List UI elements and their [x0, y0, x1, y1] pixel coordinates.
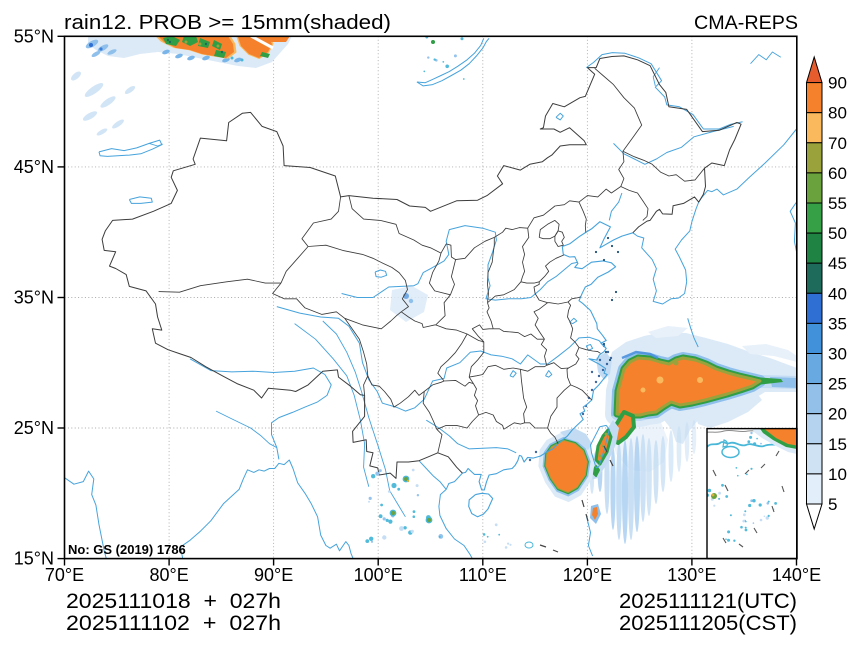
svg-text:90: 90	[828, 74, 847, 93]
svg-text:55: 55	[828, 194, 847, 213]
svg-text:15: 15	[828, 435, 847, 454]
svg-text:No: GS (2019) 1786: No: GS (2019) 1786	[68, 542, 186, 557]
svg-text:130°E: 130°E	[667, 565, 716, 585]
svg-text:50: 50	[828, 224, 847, 243]
svg-text:60: 60	[828, 164, 847, 183]
svg-text:10: 10	[828, 465, 847, 484]
svg-text:70: 70	[828, 134, 847, 153]
svg-text:5: 5	[828, 495, 837, 514]
svg-text:70°E: 70°E	[45, 565, 84, 585]
svg-text:40: 40	[828, 284, 847, 303]
svg-text:80°E: 80°E	[149, 565, 188, 585]
svg-text:110°E: 110°E	[459, 565, 507, 585]
svg-text:55°N: 55°N	[14, 26, 54, 46]
svg-text:80: 80	[828, 104, 847, 123]
svg-text:2025111018 + 027h: 2025111018 + 027h	[66, 590, 281, 613]
svg-text:2025111121(UTC): 2025111121(UTC)	[619, 590, 797, 613]
svg-text:45: 45	[828, 254, 847, 273]
svg-text:25: 25	[828, 375, 847, 394]
svg-text:2025111205(CST): 2025111205(CST)	[619, 612, 797, 635]
svg-text:25°N: 25°N	[14, 418, 54, 438]
svg-text:140°E: 140°E	[772, 565, 821, 585]
svg-text:20: 20	[828, 405, 847, 424]
svg-text:45°N: 45°N	[14, 157, 54, 177]
svg-text:120°E: 120°E	[563, 565, 612, 585]
svg-text:rain12. PROB >= 15mm(shaded): rain12. PROB >= 15mm(shaded)	[64, 12, 391, 34]
svg-text:90°E: 90°E	[254, 565, 293, 585]
svg-text:35°N: 35°N	[14, 288, 54, 308]
svg-text:2025111102 + 027h: 2025111102 + 027h	[66, 612, 281, 635]
svg-text:30: 30	[828, 345, 847, 364]
svg-text:CMA-REPS: CMA-REPS	[694, 13, 798, 34]
svg-text:100°E: 100°E	[354, 565, 403, 585]
svg-text:15°N: 15°N	[14, 549, 54, 569]
svg-text:35: 35	[828, 314, 847, 333]
